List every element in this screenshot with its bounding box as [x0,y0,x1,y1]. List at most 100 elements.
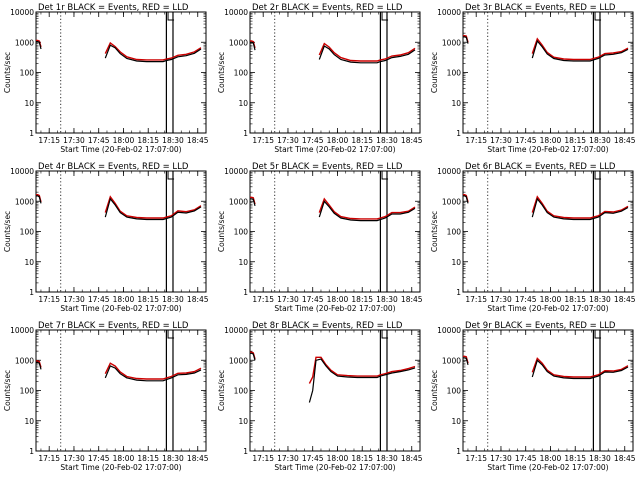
x-tick-label: 18:30 [376,295,398,304]
chart-title: Det 5r BLACK = Events, RED = LLD [252,162,403,172]
series-line [531,195,629,219]
x-tick-label: 18:00 [327,136,349,145]
x-tick-label: 18:45 [614,454,636,463]
x-tick-label: 17:30 [63,454,85,463]
y-tick-label: 10000 [10,326,34,335]
chart-panel: Det 4r BLACK = Events, RED = LLD 1 10 100 10… [3,162,209,313]
y-tick-label: 100 [234,228,249,237]
series-line [36,361,42,370]
y-axis-label: Counts/sec [430,370,439,411]
y-tick-label: 1000 [229,197,248,206]
y-tick-label: 10 [24,258,34,267]
x-tick-label: 18:30 [589,295,611,304]
y-axis-label: Counts/sec [217,370,226,411]
x-tick-label: 18:15 [137,454,159,463]
x-tick-label: 17:15 [38,454,60,463]
y-tick-label: 1 [243,288,248,297]
x-tick-label: 18:15 [351,454,373,463]
y-tick-label: 1 [243,447,248,456]
x-axis-label: Start Time (20-Feb-02 17:07:00) [60,304,181,313]
x-axis-label: Start Time (20-Feb-02 17:07:00) [274,145,395,154]
x-tick-label: 18:45 [401,295,423,304]
x-tick-label: 17:30 [490,295,512,304]
y-tick-label: 100 [20,228,35,237]
y-tick-label: 1000 [15,38,34,47]
y-tick-label: 1 [243,129,248,138]
x-tick-label: 18:30 [376,136,398,145]
y-tick-label: 10000 [224,167,248,176]
series-line [250,198,256,207]
x-tick-label: 18:45 [401,454,423,463]
x-tick-label: 18:00 [540,295,562,304]
plot-frame [249,11,421,134]
series-line [318,200,416,222]
x-tick-label: 18:30 [589,454,611,463]
x-tick-label: 18:45 [614,295,636,304]
chart-title: Det 8r BLACK = Events, RED = LLD [252,321,403,331]
y-axis-label: Counts/sec [3,52,12,93]
chart-title: Det 1r BLACK = Events, RED = LLD [38,3,189,13]
x-axis-label: Start Time (20-Feb-02 17:07:00) [60,145,181,154]
x-tick-label: 17:30 [63,295,85,304]
series-line [250,41,256,51]
x-tick-label: 17:30 [63,136,85,145]
series-line [308,356,416,384]
series-line [104,195,202,219]
x-tick-label: 18:15 [351,295,373,304]
y-tick-label: 1000 [442,356,461,365]
x-tick-label: 18:45 [187,454,209,463]
x-tick-label: 17:30 [490,454,512,463]
y-tick-label: 10 [24,99,34,108]
chart-panel: Det 5r BLACK = Events, RED = LLD 1 10 100 10… [217,162,423,313]
y-tick-label: 10000 [437,167,461,176]
chart-panel: Det 8r BLACK = Events, RED = LLD 1 10 100 10… [217,321,423,472]
series-line [36,195,42,204]
x-tick-label: 17:45 [88,295,110,304]
x-axis-label: Start Time (20-Feb-02 17:07:00) [274,304,395,313]
y-axis-label: Counts/sec [430,52,439,93]
y-tick-label: 10 [238,99,248,108]
y-tick-label: 100 [234,69,249,78]
x-tick-label: 18:00 [327,295,349,304]
chart-title: Det 3r BLACK = Events, RED = LLD [465,3,616,13]
y-tick-label: 100 [447,228,462,237]
x-tick-label: 18:45 [187,295,209,304]
y-tick-label: 1000 [15,197,34,206]
x-tick-label: 17:45 [302,454,324,463]
y-tick-label: 100 [234,387,249,396]
y-tick-label: 100 [447,387,462,396]
x-tick-label: 18:30 [162,136,184,145]
plot-frame [35,11,207,134]
series-line [531,197,629,221]
y-tick-label: 1000 [229,356,248,365]
x-tick-label: 18:00 [540,454,562,463]
x-tick-label: 17:15 [252,454,274,463]
x-tick-label: 17:45 [515,295,537,304]
y-axis-label: Counts/sec [430,211,439,252]
x-tick-label: 17:15 [465,295,487,304]
chart-title: Det 6r BLACK = Events, RED = LLD [465,162,616,172]
x-tick-label: 17:45 [302,295,324,304]
x-tick-label: 17:45 [515,136,537,145]
series-line [104,197,202,221]
x-tick-label: 17:45 [88,136,110,145]
y-tick-label: 10000 [10,8,34,17]
x-axis-label: Start Time (20-Feb-02 17:07:00) [487,304,608,313]
series-line [36,41,42,50]
y-tick-label: 1 [456,288,461,297]
x-tick-label: 18:00 [113,136,135,145]
y-tick-label: 1 [29,447,34,456]
y-axis-label: Counts/sec [217,52,226,93]
plot-frame [249,329,421,452]
plot-frame [35,329,207,452]
x-tick-label: 17:30 [277,136,299,145]
x-tick-label: 18:15 [351,136,373,145]
x-tick-label: 18:00 [327,454,349,463]
bracket-marker [167,12,175,21]
x-tick-label: 18:00 [113,295,135,304]
x-tick-label: 17:45 [515,454,537,463]
y-axis-label: Counts/sec [3,211,12,252]
chart-title: Det 4r BLACK = Events, RED = LLD [38,162,189,172]
x-axis-label: Start Time (20-Feb-02 17:07:00) [487,145,608,154]
